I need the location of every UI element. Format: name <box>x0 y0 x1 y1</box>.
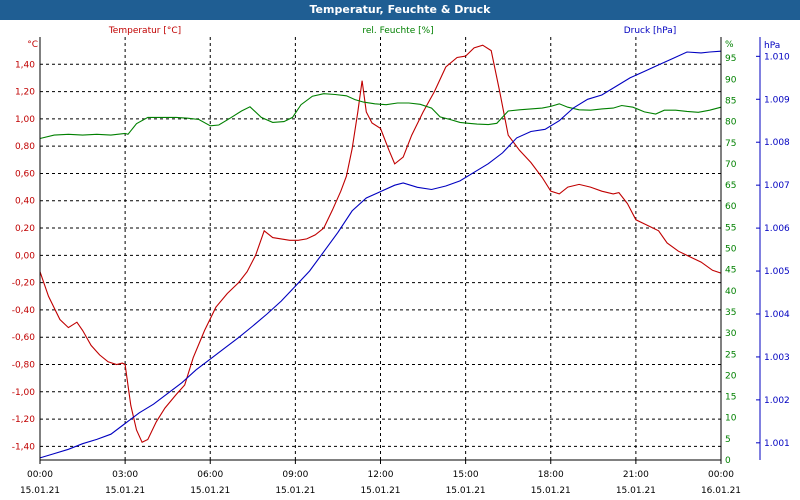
humidity-unit: % <box>725 40 734 50</box>
temperature-tick-label: 1,20 <box>15 88 35 98</box>
series-line-humidity <box>39 93 722 140</box>
x-tick-date: 15.01.21 <box>20 486 60 496</box>
series-legend-label: Druck [hPa] <box>624 26 677 36</box>
humidity-tick-label: 15 <box>725 393 736 403</box>
pressure-tick-label: 1.002 <box>764 396 790 406</box>
humidity-tick-label: 45 <box>725 266 736 276</box>
humidity-tick-label: 20 <box>725 371 737 381</box>
series-line-temperature <box>39 44 722 444</box>
temperature-unit: °C <box>27 40 38 50</box>
temperature-tick-label: 0,20 <box>15 224 35 234</box>
humidity-tick-label: 0 <box>725 456 731 466</box>
humidity-tick-label: 40 <box>725 287 737 297</box>
humidity-tick-label: 10 <box>725 414 737 424</box>
humidity-tick-label: 75 <box>725 139 736 149</box>
pressure-tick-label: 1.003 <box>764 353 790 363</box>
humidity-tick-label: 5 <box>725 435 731 445</box>
temperature-tick-label: -1,00 <box>12 388 36 398</box>
x-tick-date: 15.01.21 <box>190 486 230 496</box>
temperature-tick-label: 0,40 <box>15 197 35 207</box>
x-tick-label: 15:00 <box>453 470 479 480</box>
x-tick-label: 06:00 <box>197 470 223 480</box>
temperature-tick-label: 0,80 <box>15 142 35 152</box>
pressure-tick-label: 1.005 <box>764 267 790 277</box>
window-title: Temperatur, Feuchte & Druck <box>0 0 800 20</box>
temperature-tick-label: 0,60 <box>15 169 35 179</box>
pressure-tick-label: 1.009 <box>764 95 790 105</box>
pressure-tick-label: 1.006 <box>764 224 790 234</box>
x-tick-label: 12:00 <box>368 470 394 480</box>
x-tick-date: 15.01.21 <box>360 486 400 496</box>
line-chart: 00:00 15.01.21 03:00 15.01.21 06:00 15.01.21 0… <box>12 26 790 496</box>
pressure-tick-label: 1.001 <box>764 439 790 449</box>
x-tick-label: 18:00 <box>538 470 564 480</box>
temperature-tick-label: -1,40 <box>12 442 36 452</box>
humidity-tick-label: 35 <box>725 308 736 318</box>
pressure-tick-label: 1.008 <box>764 138 790 148</box>
x-tick-date: 15.01.21 <box>616 486 656 496</box>
temperature-tick-label: 1,00 <box>15 115 35 125</box>
humidity-tick-label: 85 <box>725 96 736 106</box>
x-tick-label: 21:00 <box>623 470 649 480</box>
temperature-tick-label: 0,00 <box>15 251 35 261</box>
pressure-tick-label: 1.010 <box>764 52 790 62</box>
temperature-tick-label: -0,80 <box>12 360 36 370</box>
humidity-tick-label: 25 <box>725 350 736 360</box>
x-tick-date: 15.01.21 <box>275 486 315 496</box>
x-tick-date: 15.01.21 <box>531 486 571 496</box>
temperature-tick-label: -0,60 <box>12 333 36 343</box>
pressure-tick-label: 1.007 <box>764 181 790 191</box>
x-tick-label: 03:00 <box>112 470 138 480</box>
humidity-tick-label: 55 <box>725 223 736 233</box>
temperature-tick-label: -0,40 <box>12 306 36 316</box>
humidity-tick-label: 80 <box>725 118 737 128</box>
humidity-tick-label: 70 <box>725 160 737 170</box>
x-tick-date: 15.01.21 <box>446 486 486 496</box>
x-tick-label: 00:00 <box>708 470 734 480</box>
x-tick-label: 09:00 <box>282 470 308 480</box>
humidity-tick-label: 50 <box>725 245 737 255</box>
series-line-pressure <box>39 50 722 459</box>
series-legend-label: rel. Feuchte [%] <box>362 26 433 36</box>
humidity-tick-label: 95 <box>725 54 736 64</box>
pressure-tick-label: 1.004 <box>764 310 790 320</box>
x-tick-date: 16.01.21 <box>701 486 741 496</box>
temperature-tick-label: -1,20 <box>12 415 36 425</box>
temperature-tick-label: -0,20 <box>12 279 36 289</box>
humidity-tick-label: 90 <box>725 75 737 85</box>
humidity-tick-label: 30 <box>725 329 737 339</box>
series-legend-label: Temperatur [°C] <box>108 26 181 36</box>
humidity-tick-label: 60 <box>725 202 737 212</box>
humidity-tick-label: 65 <box>725 181 736 191</box>
x-tick-label: 00:00 <box>27 470 53 480</box>
pressure-unit: hPa <box>764 41 780 51</box>
x-tick-date: 15.01.21 <box>105 486 145 496</box>
temperature-tick-label: 1,40 <box>15 60 35 70</box>
